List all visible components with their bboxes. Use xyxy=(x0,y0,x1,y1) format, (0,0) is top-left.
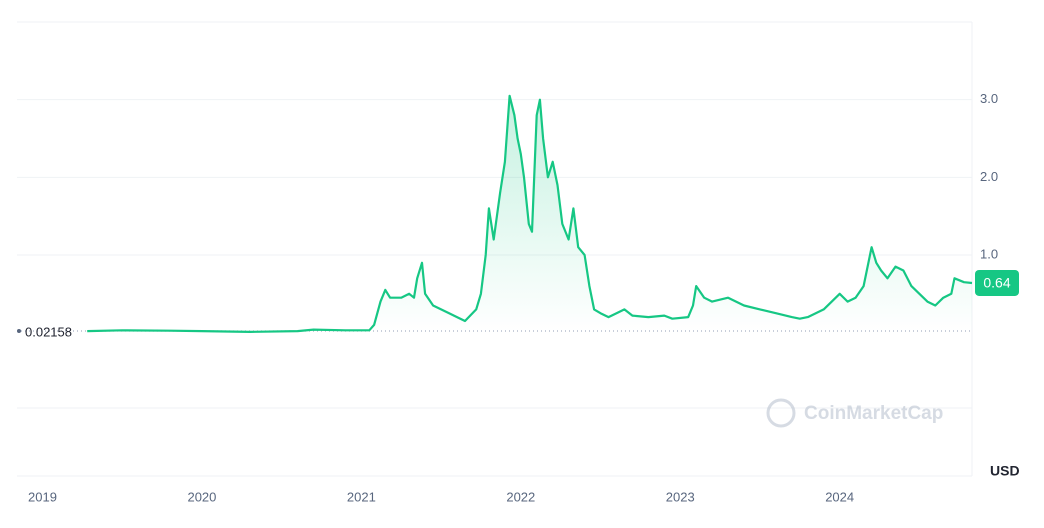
x-tick-label: 2024 xyxy=(825,489,854,504)
x-tick-label: 2023 xyxy=(666,489,695,504)
price-badge xyxy=(975,269,1019,296)
watermark: CoinMarketCap xyxy=(766,398,943,428)
y-tick-label: 3.0 xyxy=(980,91,998,106)
x-tick-label: 2019 xyxy=(28,489,57,504)
price-badge-label: 0.64 xyxy=(983,275,1010,291)
x-tick-label: 2021 xyxy=(347,489,376,504)
baseline-label: 0.02158 xyxy=(25,324,72,339)
baseline-dot xyxy=(17,328,21,333)
price-line xyxy=(87,94,973,333)
watermark-text: CoinMarketCap xyxy=(804,403,943,424)
area xyxy=(87,95,972,332)
currency-label: USD xyxy=(990,463,1020,479)
x-tick-label: 2022 xyxy=(506,489,535,504)
y-tick-label: 2.0 xyxy=(980,169,998,184)
x-tick-label: 2020 xyxy=(187,489,216,504)
y-tick-label: 1.0 xyxy=(980,246,998,261)
